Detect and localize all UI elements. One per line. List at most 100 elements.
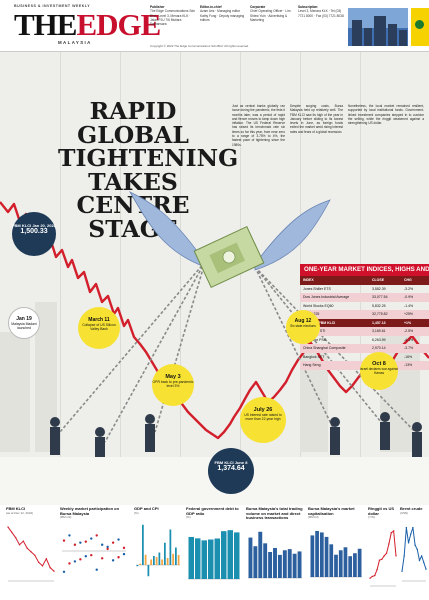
bar	[150, 559, 152, 566]
bar	[292, 553, 297, 578]
bar	[147, 565, 150, 577]
bar	[214, 538, 220, 579]
data-point	[11, 531, 13, 534]
indices-cell-name: Hang Seng	[303, 363, 321, 367]
bar	[234, 532, 240, 579]
bar	[268, 551, 273, 578]
masthead-promo-image[interactable]	[411, 8, 429, 46]
indices-cell-v2: -16%	[404, 354, 413, 359]
indices-cell-v1: 33,077.54	[372, 295, 388, 299]
bar	[297, 551, 302, 578]
indices-cell-v2: +25%	[404, 312, 414, 316]
data-point	[100, 543, 104, 546]
callout-aug12: Aug 12 Six state elections	[286, 310, 320, 344]
bar	[221, 530, 227, 579]
bar	[136, 565, 139, 567]
cover-headline: RAPID GLOBAL TIGHTENING TAKES CENTRE STA…	[58, 97, 239, 243]
data-point	[369, 577, 371, 579]
bar	[158, 552, 161, 566]
data-point	[90, 553, 93, 557]
data-point	[374, 574, 376, 577]
bar	[164, 542, 166, 566]
data-point	[401, 570, 403, 573]
bar	[277, 554, 282, 578]
data-point	[7, 526, 9, 528]
indices-cell-name: Bangkok SET	[303, 354, 325, 359]
bar	[253, 546, 258, 578]
data-point	[30, 551, 32, 553]
data-point	[84, 540, 88, 543]
data-point	[106, 547, 109, 550]
data-point	[79, 541, 82, 544]
data-point	[62, 539, 66, 542]
indices-header-row: INDEX CLOSE CHG	[300, 276, 429, 285]
bar	[195, 538, 201, 579]
data-point	[14, 537, 17, 539]
data-point	[22, 540, 25, 543]
data-point	[95, 533, 98, 537]
data-point	[49, 567, 51, 569]
callout-klci-low: FBM KLCI June 8 1,374.64	[208, 448, 254, 494]
article-column-2: Despite surging costs, Bursa Malaysia he…	[290, 104, 343, 134]
indices-cell-v1: 5,832.25	[372, 303, 386, 308]
callout-may3: May 3 OPR back to pre-pandemic level 3%	[152, 364, 194, 406]
indices-title: ONE-YEAR MARKET INDICES, HIGHS AND LOWS	[300, 264, 429, 276]
masthead-tagline: BUSINESS & INVESTMENT WEEKLY	[14, 4, 91, 8]
chart-market-participation: Weekly market participation on Bursa Mal…	[60, 506, 128, 582]
data-point	[73, 559, 77, 563]
data-point	[381, 558, 383, 560]
data-point	[388, 542, 390, 545]
callout-march11: March 11 Collapse of US Silicon Valley B…	[78, 307, 120, 349]
data-point	[79, 557, 82, 561]
data-point	[90, 537, 93, 540]
data-point	[68, 533, 71, 537]
data-point	[117, 555, 120, 559]
credits-corporate: Corporate Chief Operating Officer · Lim …	[250, 5, 291, 22]
series-line	[7, 526, 55, 572]
indices-cell-v2: -13%	[404, 363, 413, 367]
chart-ringgit-usd: Ringgit vs US dollar (Y/S)	[368, 506, 398, 590]
bar	[273, 547, 277, 578]
data-point	[26, 547, 28, 550]
indices-cell-name: Jones Shiller ETS	[303, 286, 331, 291]
data-point	[423, 562, 425, 564]
data-point	[41, 565, 44, 567]
series-line	[369, 529, 397, 579]
bar	[188, 536, 194, 579]
indices-row: China Shanghai Composite 2,970.14 -3.7%	[300, 344, 429, 353]
indices-row: Philippine PSE 6,263.99 -4.1%	[300, 336, 429, 345]
data-point	[106, 545, 109, 548]
bar	[139, 563, 141, 566]
chart-gdp-cpi: GDP and CPI (%)	[134, 506, 182, 585]
indices-cell-v1: 32,775.82	[372, 312, 388, 316]
data-point	[405, 527, 408, 529]
data-point	[122, 552, 126, 556]
data-point	[425, 568, 427, 570]
data-point	[383, 554, 385, 557]
bar	[353, 553, 357, 577]
data-point	[34, 554, 36, 557]
bar	[155, 557, 158, 566]
indices-row: World Stocks EQ60 5,832.25 -1.4%	[300, 302, 429, 311]
indices-cell-v2: -3.2%	[404, 286, 414, 291]
bar	[144, 554, 147, 566]
indices-cell-v1: 3,169.61	[372, 329, 386, 333]
bar	[282, 550, 287, 578]
masthead-ad-image[interactable]	[348, 8, 408, 46]
data-point	[390, 531, 392, 534]
data-point	[95, 568, 98, 571]
bar	[201, 540, 207, 579]
data-point	[395, 554, 397, 557]
indices-cell-v2: -1.4%	[404, 303, 414, 308]
bar	[334, 554, 338, 577]
chart-fbm-klci: FBM KLCI (as at Dec 12, 2022)	[6, 506, 56, 585]
callout-klci-high: FBM KLCI Jan 20, 2022 1,500.33	[12, 212, 56, 256]
klci-trend-line	[0, 201, 429, 440]
bar	[348, 555, 353, 577]
bar	[258, 531, 263, 578]
credits-editorial: Editor-in-chief Azam Aris · Managing edi…	[200, 5, 245, 22]
indices-cell-v2: -2.5%	[404, 329, 414, 333]
bar	[161, 559, 163, 566]
data-point	[414, 544, 416, 546]
indices-row: Dow Jones Industrial Average 33,077.54 -0.…	[300, 293, 429, 302]
